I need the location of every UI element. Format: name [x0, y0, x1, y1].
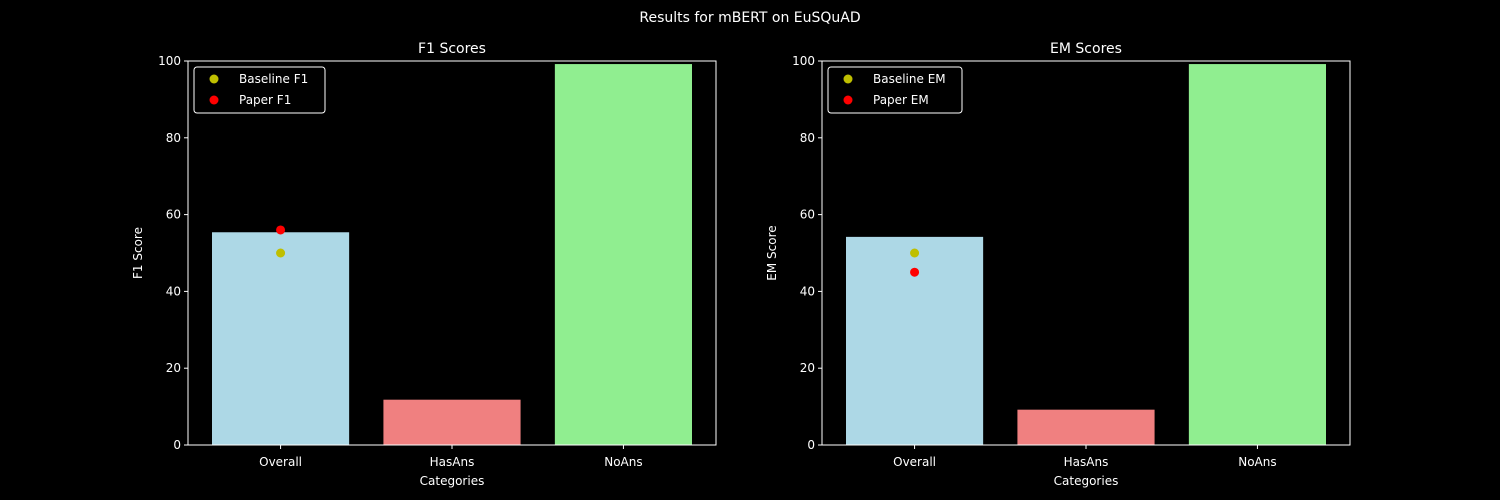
bar-hasans: [383, 399, 521, 445]
chart-panel-1: 0 20 40 60 80 100 Overall HasAns NoAns F1 Scores C…: [131, 41, 717, 488]
point-baseline-f1: [276, 248, 286, 258]
point-paper-f1: [276, 225, 286, 235]
y-tick-label: 100: [792, 54, 815, 68]
y-tick-label: 80: [800, 131, 815, 145]
y-tick-label: 20: [166, 361, 181, 375]
y-tick-label: 20: [800, 361, 815, 375]
x-axis-label: Categories: [420, 474, 485, 488]
point-baseline-em: [910, 248, 920, 258]
point-paper-em: [910, 267, 920, 277]
y-axis-label: EM Score: [765, 225, 779, 280]
legend-marker: [843, 74, 853, 84]
y-tick-label: 100: [158, 54, 181, 68]
y-tick-label: 60: [800, 208, 815, 222]
x-tick-label: HasAns: [430, 455, 475, 469]
chart-panel-2: 0 20 40 60 80 100 Overall HasAns NoAns EM Scores C…: [765, 41, 1351, 488]
legend-box: [827, 66, 963, 114]
bar-noans: [554, 64, 692, 446]
y-tick-label: 80: [166, 131, 181, 145]
x-axis-label: Categories: [1054, 474, 1119, 488]
bar-noans: [1188, 64, 1326, 446]
y-tick-label: 40: [166, 284, 181, 298]
panel-title: F1 Scores: [418, 41, 486, 57]
legend-label: Paper EM: [873, 93, 929, 107]
legend-label: Baseline F1: [239, 72, 308, 86]
y-tick-label: 40: [800, 284, 815, 298]
legend-marker: [209, 95, 219, 105]
x-tick-label: NoAns: [604, 455, 642, 469]
x-tick-label: Overall: [893, 455, 936, 469]
legend-label: Baseline EM: [873, 72, 946, 86]
chart-panels: 0 20 40 60 80 100 Overall HasAns NoAns F1 Scores C…: [131, 41, 1351, 488]
bar-overall: [212, 232, 350, 445]
legend: Baseline F1 Paper F1: [193, 66, 326, 114]
legend-label: Paper F1: [239, 93, 291, 107]
x-tick-label: Overall: [259, 455, 302, 469]
legend-marker: [843, 95, 853, 105]
figure-suptitle: Results for mBERT on EuSQuAD: [639, 10, 860, 26]
legend: Baseline EM Paper EM: [827, 66, 963, 114]
legend-box: [193, 66, 326, 114]
y-axis-label: F1 Score: [131, 227, 145, 279]
x-tick-label: HasAns: [1064, 455, 1109, 469]
y-tick-label: 0: [807, 438, 815, 452]
y-tick-label: 60: [166, 208, 181, 222]
x-tick-label: NoAns: [1238, 455, 1276, 469]
legend-marker: [209, 74, 219, 84]
bar-hasans: [1017, 409, 1155, 445]
panel-title: EM Scores: [1050, 41, 1122, 57]
y-tick-label: 0: [173, 438, 181, 452]
